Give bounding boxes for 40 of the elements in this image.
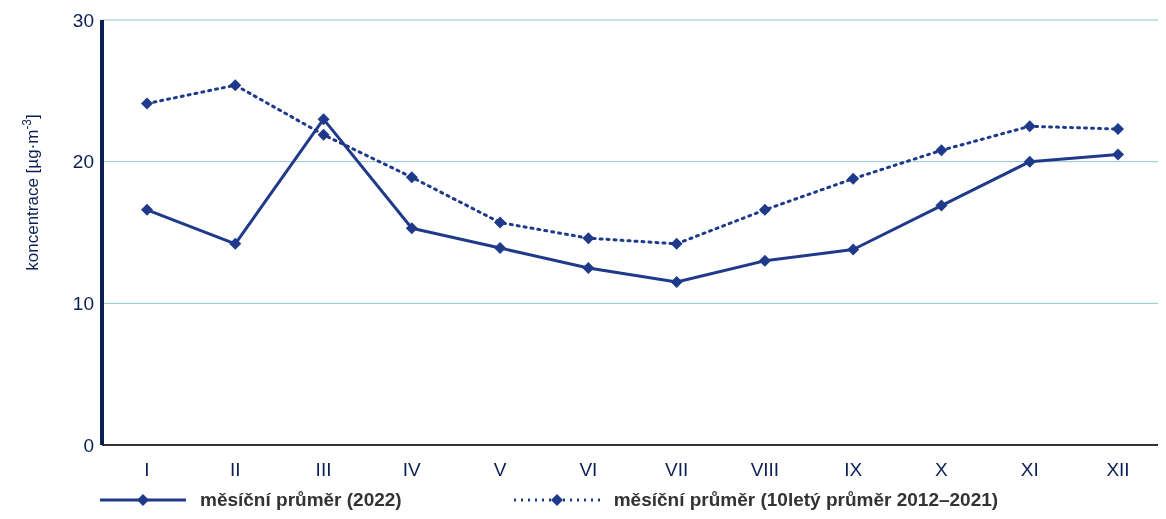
point bbox=[1112, 123, 1124, 136]
x-tick-label: XII bbox=[1106, 459, 1130, 481]
point bbox=[141, 203, 153, 216]
point bbox=[1023, 120, 1036, 133]
point bbox=[229, 237, 242, 250]
point bbox=[935, 199, 948, 212]
x-tick-label: III bbox=[315, 459, 332, 481]
y-tick-label: 30 bbox=[72, 9, 94, 31]
point bbox=[847, 172, 860, 185]
point bbox=[847, 243, 860, 256]
point bbox=[935, 144, 948, 157]
x-tick-label: VIII bbox=[750, 459, 780, 481]
point bbox=[317, 113, 330, 126]
point bbox=[758, 203, 771, 216]
point bbox=[582, 261, 595, 274]
x-tick-label: XI bbox=[1020, 459, 1039, 481]
x-tick-label: V bbox=[493, 459, 507, 481]
point bbox=[670, 276, 683, 289]
y-tick-label: 20 bbox=[72, 151, 94, 173]
x-tick-label: X bbox=[935, 459, 949, 481]
x-tick-label: VII bbox=[665, 459, 689, 481]
point bbox=[141, 97, 153, 110]
x-tick-label: VI bbox=[579, 459, 598, 481]
x-tick-label: II bbox=[229, 459, 241, 481]
point bbox=[405, 222, 418, 235]
y-tick-label: 10 bbox=[72, 293, 94, 315]
x-tick-label: IV bbox=[402, 459, 422, 481]
legend-label: měsíční průměr (2022) bbox=[200, 489, 402, 511]
legend-label: měsíční průměr (10letý průměr 2012–2021) bbox=[613, 489, 999, 511]
point bbox=[1023, 155, 1036, 168]
y-tick-label: 0 bbox=[83, 434, 94, 456]
point bbox=[317, 128, 330, 141]
point bbox=[494, 242, 507, 255]
point bbox=[405, 171, 418, 184]
point bbox=[758, 254, 771, 267]
point bbox=[1112, 148, 1124, 161]
point bbox=[494, 216, 507, 229]
x-tick-label: IX bbox=[844, 459, 863, 481]
point bbox=[229, 79, 242, 92]
x-tick-label: I bbox=[144, 459, 150, 481]
